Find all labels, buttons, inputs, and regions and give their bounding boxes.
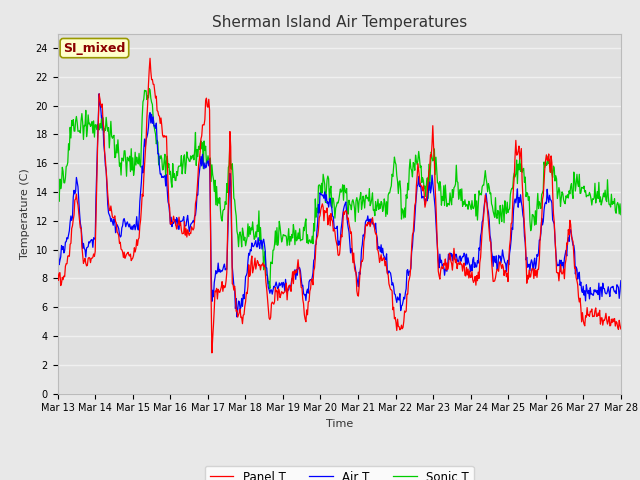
Air T [410,230,417,236]
Panel T [180,230,188,236]
Air T [180,214,188,219]
Title: Sherman Island Air Temperatures: Sherman Island Air Temperatures [212,15,467,30]
Panel T [208,350,216,356]
Air T [210,294,218,300]
Sonic T [410,160,417,166]
Y-axis label: Temperature (C): Temperature (C) [20,168,30,259]
Panel T [426,166,433,171]
Panel T [122,253,129,259]
Sonic T [180,154,188,159]
Line: Panel T: Panel T [58,58,621,353]
Air T [64,236,72,241]
X-axis label: Time: Time [326,419,353,429]
Air T [617,278,625,284]
Panel T [211,306,218,312]
Text: SI_mixed: SI_mixed [63,42,125,55]
Line: Sonic T: Sonic T [58,89,621,288]
Legend: Panel T, Air T, Sonic T: Panel T, Air T, Sonic T [205,466,474,480]
Air T [123,221,131,227]
Sonic T [426,187,433,193]
Sonic T [145,86,153,92]
Panel T [64,253,72,259]
Sonic T [54,197,61,203]
Panel T [617,326,625,332]
Panel T [146,55,154,61]
Air T [426,179,433,185]
Air T [95,91,103,96]
Sonic T [617,212,625,217]
Panel T [54,271,61,277]
Sonic T [64,160,72,166]
Air T [233,314,241,320]
Air T [54,254,61,260]
Sonic T [122,158,129,164]
Line: Air T: Air T [58,94,621,317]
Sonic T [266,286,274,291]
Panel T [410,229,417,235]
Sonic T [210,177,218,182]
